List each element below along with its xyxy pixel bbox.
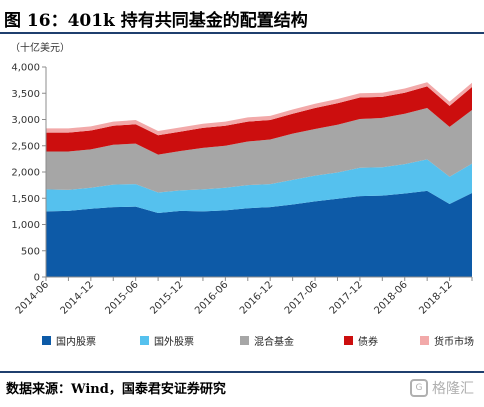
unit-label: （十亿美元）	[10, 43, 70, 54]
legend-item-4: 债券	[344, 333, 378, 348]
y-tick-label: 0	[34, 273, 40, 284]
stacked-area-chart: 0 500 1,000 1,500 2,000 2,500 3,000 3,500 4,000 2…	[11, 63, 473, 317]
x-tick-label: 2016-06	[193, 279, 230, 316]
x-tick-label: 2017-12	[328, 279, 365, 316]
x-tick-label: 2014-12	[59, 279, 96, 316]
y-tick-label: 1,500	[11, 194, 40, 205]
y-tick-label: 500	[21, 246, 40, 257]
legend-item-3: 混合基金	[240, 333, 294, 348]
y-tick-label: 4,000	[11, 63, 40, 74]
legend-item-1: 国内股票	[42, 333, 96, 348]
source-note: 数据来源：Wind，国泰君安证券研究	[6, 382, 226, 397]
legend-swatch	[420, 336, 429, 345]
legend-label: 混合基金	[254, 337, 294, 348]
area-layers	[46, 82, 472, 277]
legend-item-2: 国外股票	[140, 333, 194, 348]
x-tick-label: 2015-06	[103, 279, 140, 316]
legend-swatch	[344, 336, 353, 345]
y-tick-label: 2,500	[11, 141, 40, 152]
legend-swatch	[240, 336, 249, 345]
legend-label: 国内股票	[56, 337, 96, 348]
y-tick-label: 3,500	[11, 89, 40, 100]
x-tick-label: 2017-06	[283, 279, 320, 316]
y-tick-label: 2,000	[11, 168, 40, 179]
legend-item-5: 货币市场	[420, 333, 474, 348]
bottom-rule	[0, 371, 484, 373]
legend-label: 货币市场	[434, 337, 474, 348]
watermark-logo-icon: G	[410, 379, 428, 397]
legend-swatch	[42, 336, 51, 345]
area-series-2	[46, 159, 472, 213]
area-series-1	[46, 190, 472, 277]
y-tick-label: 3,000	[11, 115, 40, 126]
area-series-4	[46, 86, 472, 155]
y-tick-label: 1,000	[11, 220, 40, 231]
legend-label: 国外股票	[154, 337, 194, 348]
legend-swatch	[140, 336, 149, 345]
legend-label: 债券	[358, 337, 378, 348]
x-tick-label: 2015-12	[148, 279, 185, 316]
figure-title: 图 16：401k 持有共同基金的配置结构	[4, 11, 308, 31]
watermark-text: 格隆汇	[432, 381, 474, 397]
area-series-3	[46, 107, 472, 193]
area-series-5	[46, 82, 472, 136]
x-tick-label: 2016-12	[238, 279, 275, 316]
title-rule	[0, 32, 484, 34]
title-bar: 图 16：401k 持有共同基金的配置结构	[0, 0, 484, 34]
x-tick-label: 2018-12	[417, 279, 454, 316]
watermark: G 格隆汇	[410, 378, 474, 398]
x-tick-label: 2018-06	[373, 279, 410, 316]
legend: 国内股票 国外股票 混合基金 债券 货币市场	[22, 333, 482, 351]
x-tick-label: 2014-06	[14, 279, 51, 316]
